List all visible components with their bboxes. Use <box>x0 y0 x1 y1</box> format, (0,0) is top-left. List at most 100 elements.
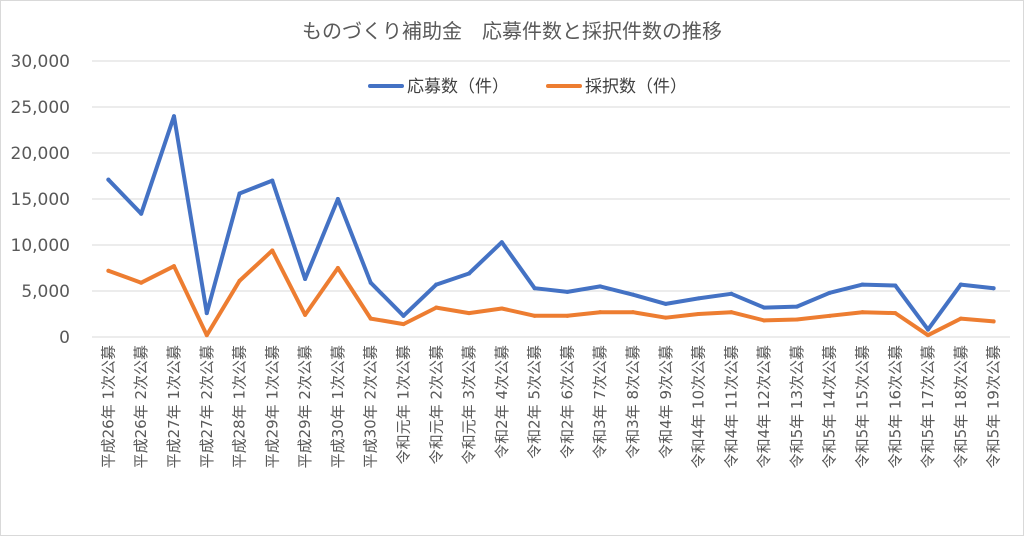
y-tick-label: 20,000 <box>11 144 70 164</box>
data-point <box>270 178 275 183</box>
data-point <box>237 278 242 283</box>
data-point <box>958 282 963 287</box>
data-point <box>204 311 209 316</box>
data-point <box>696 296 701 301</box>
legend-label-applications: 応募数（件） <box>407 77 509 97</box>
x-tick-label: 平成27年 1次公募 <box>165 345 183 468</box>
data-point <box>532 313 537 318</box>
x-tick-label: 令和5年 16次公募 <box>886 345 904 468</box>
data-point <box>434 282 439 287</box>
data-point <box>893 283 898 288</box>
data-point <box>860 310 865 315</box>
data-point <box>729 310 734 315</box>
x-tick-label: 令和元年 2次公募 <box>427 345 445 464</box>
data-point <box>106 268 111 273</box>
x-axis-ticks: 平成26年 1次公募 平成26年 2次公募 平成27年 1次公募 平成27年 2次公募… <box>99 345 1002 468</box>
series-line-applications <box>106 114 996 332</box>
x-tick-label: 令和2年 4次公募 <box>493 345 511 459</box>
y-tick-label: 15,000 <box>11 190 70 210</box>
data-point <box>171 264 176 269</box>
data-point <box>991 319 996 324</box>
y-tick-label: 25,000 <box>11 98 70 118</box>
x-tick-label: 令和2年 6次公募 <box>558 345 576 459</box>
data-point <box>991 286 996 291</box>
data-point <box>335 197 340 201</box>
data-point <box>106 177 111 182</box>
legend-label-adoptions: 採択数（件） <box>585 77 687 97</box>
data-point <box>926 327 931 332</box>
data-point <box>630 292 635 297</box>
data-point <box>204 333 209 338</box>
x-tick-label: 平成30年 2次公募 <box>362 345 380 468</box>
data-point <box>401 322 406 327</box>
x-tick-label: 令和4年 9次公募 <box>657 345 675 459</box>
x-tick-label: 平成26年 2次公募 <box>132 345 150 468</box>
x-tick-label: 令和3年 8次公募 <box>624 345 642 459</box>
data-point <box>794 317 799 322</box>
data-point <box>237 191 242 196</box>
x-tick-label: 平成27年 2次公募 <box>198 345 216 468</box>
x-tick-label: 平成28年 1次公募 <box>231 345 249 468</box>
data-point <box>762 318 767 323</box>
y-tick-label: 5,000 <box>21 282 70 302</box>
data-point <box>565 289 570 294</box>
y-axis-ticks: 0 5,000 10,000 15,000 20,000 25,000 30,000 <box>11 52 70 348</box>
y-tick-label: 30,000 <box>11 52 70 72</box>
data-point <box>598 310 603 315</box>
chart-title: ものづくり補助金 応募件数と採択件数の推移 <box>302 19 722 43</box>
data-point <box>139 280 144 285</box>
data-point <box>368 316 373 321</box>
x-tick-label: 令和5年 19次公募 <box>985 345 1003 468</box>
x-tick-label: 令和5年 15次公募 <box>853 345 871 468</box>
x-tick-label: 令和4年 10次公募 <box>690 345 708 468</box>
data-point <box>139 211 144 216</box>
x-tick-label: 令和4年 11次公募 <box>722 345 740 468</box>
x-tick-label: 令和元年 1次公募 <box>394 345 412 464</box>
x-tick-label: 令和2年 5次公募 <box>526 345 544 459</box>
grid-lines <box>92 60 1010 338</box>
x-tick-label: 平成29年 1次公募 <box>263 345 281 468</box>
data-point <box>696 312 701 316</box>
x-tick-label: 平成26年 1次公募 <box>99 345 117 468</box>
x-tick-label: 平成29年 2次公募 <box>296 345 314 468</box>
data-point <box>499 306 504 311</box>
data-point <box>958 316 963 321</box>
data-point <box>171 114 176 119</box>
data-point <box>926 333 931 338</box>
series-lines <box>106 114 996 338</box>
data-point <box>663 315 668 320</box>
x-tick-label: 令和5年 14次公募 <box>821 345 839 468</box>
data-point <box>762 305 767 310</box>
x-tick-label: 令和3年 7次公募 <box>591 345 609 459</box>
x-tick-label: 令和5年 17次公募 <box>919 345 937 468</box>
data-point <box>303 312 308 317</box>
data-point <box>368 280 373 285</box>
data-point <box>467 311 472 316</box>
data-point <box>860 282 865 287</box>
y-tick-label: 10,000 <box>11 236 70 256</box>
series-line-adoptions <box>106 248 996 338</box>
x-tick-label: 平成30年 1次公募 <box>329 345 347 468</box>
data-point <box>401 313 406 318</box>
data-point <box>663 301 668 306</box>
y-tick-label: 0 <box>59 328 70 348</box>
data-point <box>565 313 570 318</box>
data-point <box>630 310 635 315</box>
data-point <box>532 286 537 291</box>
data-point <box>335 266 340 270</box>
data-point <box>827 290 832 295</box>
data-point <box>467 271 472 276</box>
data-point <box>893 311 898 316</box>
data-point <box>434 305 439 310</box>
x-tick-label: 令和5年 13次公募 <box>788 345 806 468</box>
data-point <box>303 277 308 282</box>
legend: 応募数（件） 採択数（件） <box>368 77 687 97</box>
data-point <box>598 284 603 289</box>
x-tick-label: 令和5年 18次公募 <box>952 345 970 468</box>
x-tick-label: 令和元年 3次公募 <box>460 345 478 464</box>
data-point <box>729 291 734 296</box>
x-tick-label: 令和4年 12次公募 <box>755 345 773 468</box>
data-point <box>270 248 275 253</box>
data-point <box>827 313 832 318</box>
